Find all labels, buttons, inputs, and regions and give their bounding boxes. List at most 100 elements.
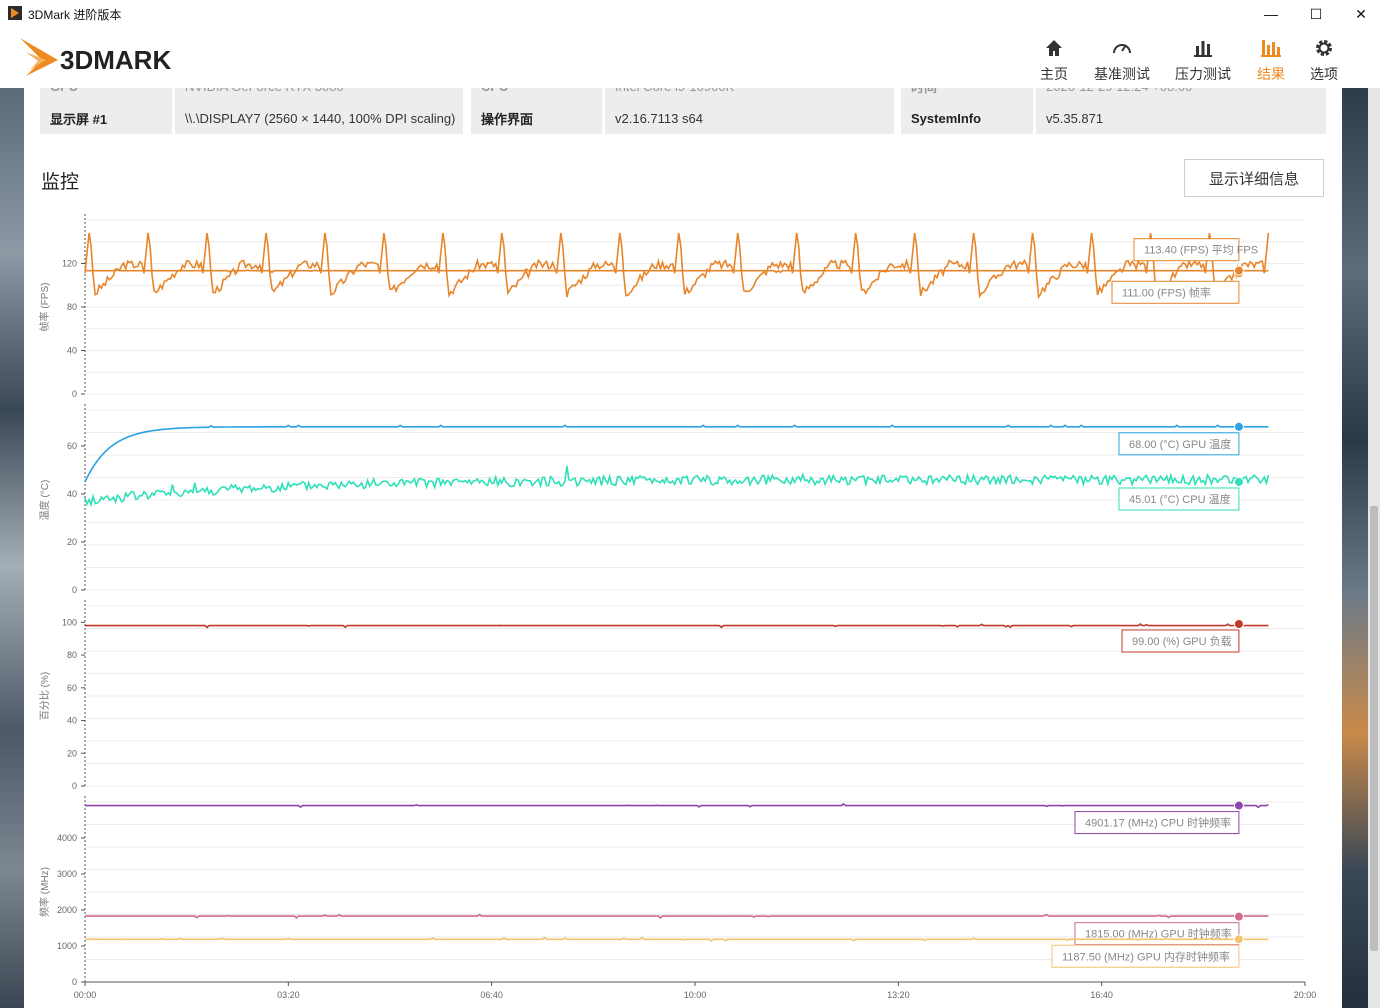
sysinfo-key-systeminfo: SystemInfo	[901, 102, 1033, 134]
series-line	[84, 232, 1270, 300]
x-tick-label: 10:00	[684, 990, 707, 1000]
series-line	[84, 424, 1269, 483]
sysinfo-value-systeminfo: v5.35.871	[1036, 102, 1326, 134]
series-value-label: 1187.50 (MHz) GPU 内存时钟频率	[1062, 949, 1230, 963]
nav-home-label: 主页	[1040, 66, 1068, 82]
series-value-box	[1133, 238, 1240, 262]
sysinfo-value-gpu: NVIDIA GeForce RTX 3080	[175, 88, 463, 102]
series-value-label: 45.01 (°C) CPU 温度	[1129, 492, 1231, 506]
y-axis-label: 帧率 (FPS)	[38, 283, 51, 332]
gear-icon	[1316, 40, 1332, 56]
y-tick-label: 60	[67, 683, 77, 693]
y-axis-label: 百分比 (%)	[39, 672, 51, 720]
series-end-marker	[1233, 911, 1244, 922]
x-tick-label: 13:20	[887, 990, 910, 1000]
title-bar: 3DMark 进阶版本 — ☐ ✕	[0, 0, 1380, 28]
series-value-box	[1118, 432, 1240, 456]
series-end-marker	[1233, 934, 1244, 945]
y-tick-label: 40	[67, 346, 77, 356]
series-value-label: 99.00 (%) GPU 负载	[1132, 634, 1232, 648]
series-end-marker	[1233, 619, 1244, 629]
series-end-marker	[1233, 421, 1244, 432]
y-tick-label: 20	[67, 748, 77, 758]
y-tick-label: 100	[62, 617, 77, 627]
x-tick-label: 00:00	[74, 990, 97, 1000]
nav-options[interactable]: 选项	[1292, 36, 1356, 86]
series-line	[85, 622, 1269, 629]
series-value-box	[1074, 811, 1240, 835]
3dmark-logo[interactable]: 3DMARK	[16, 34, 226, 80]
app-header: 3DMARK 主页 基准测试 压力测试 结果 选项	[0, 28, 1380, 88]
x-tick-label: 06:40	[480, 990, 503, 1000]
series-value-label: 113.40 (FPS) 平均 FPS	[1144, 244, 1258, 257]
y-tick-label: 20	[67, 537, 77, 547]
window-title: 3DMark 进阶版本	[28, 8, 122, 22]
show-details-button[interactable]: 显示详细信息	[1184, 159, 1324, 197]
series-line	[85, 913, 1269, 919]
sysinfo-value-time: 2020-12-29 12:24 +08:00	[1036, 88, 1326, 102]
nav-stress-tests-label: 压力测试	[1175, 66, 1231, 82]
home-icon	[1046, 40, 1062, 56]
monitoring-charts: 0 40 80 120 帧率 (FPS) 111.00 (FPS) 帧率 113.40 (F…	[38, 214, 1317, 1000]
series-value-label: 1815.00 (MHz) GPU 时钟频率	[1085, 927, 1232, 941]
y-tick-label: 3000	[57, 869, 77, 879]
nav-benchmarks[interactable]: 基准测试	[1090, 36, 1154, 86]
series-line	[85, 936, 1269, 943]
maximize-button[interactable]: ☐	[1309, 5, 1323, 22]
series-value-label: 68.00 (°C) GPU 温度	[1129, 437, 1231, 451]
nav-benchmarks-label: 基准测试	[1094, 66, 1150, 82]
nav-home[interactable]: 主页	[1022, 36, 1086, 86]
sysinfo-key-time: 时间	[901, 88, 1033, 102]
series-end-marker	[1233, 476, 1244, 487]
sysinfo-key-cpu: CPU	[471, 88, 602, 102]
y-tick-label: 40	[67, 716, 77, 726]
logo-arrow-highlight-icon	[26, 52, 46, 70]
y-axis-label: 频率 (MHz)	[38, 867, 51, 917]
sysinfo-value-interface: v2.16.7113 s64	[605, 102, 894, 134]
y-tick-label: 2000	[57, 905, 77, 915]
sysinfo-value-display: \\.\DISPLAY7 (2560 × 1440, 100% DPI scal…	[175, 102, 463, 134]
y-tick-label: 0	[72, 781, 77, 791]
y-tick-label: 0	[72, 977, 77, 987]
sysinfo-key-display: 显示屏 #1	[40, 102, 172, 134]
x-tick-label: 16:40	[1090, 990, 1113, 1000]
series-value-label: 4901.17 (MHz) CPU 时钟频率	[1085, 816, 1231, 830]
y-tick-label: 80	[67, 302, 77, 312]
nav-stress-tests[interactable]: 压力测试	[1171, 36, 1235, 86]
y-tick-label: 80	[67, 650, 77, 660]
y-axis-label: 温度 (°C)	[38, 480, 51, 521]
results-icon	[1261, 40, 1281, 57]
speedometer-icon	[1113, 44, 1131, 54]
logo-text: 3DMARK	[60, 45, 171, 75]
sysinfo-value-cpu: Intel Core i9-10900K	[605, 88, 894, 102]
app-icon	[8, 6, 22, 20]
series-line	[85, 802, 1269, 809]
y-tick-label: 4000	[57, 833, 77, 843]
nav-results[interactable]: 结果	[1239, 36, 1303, 86]
x-tick-label: 20:00	[1294, 990, 1317, 1000]
monitoring-title: 监控	[41, 172, 80, 193]
nav-results-label: 结果	[1257, 66, 1285, 82]
y-tick-label: 0	[72, 585, 77, 595]
y-tick-label: 0	[72, 389, 77, 399]
scrollbar-thumb[interactable]	[1370, 506, 1378, 951]
series-value-box	[1121, 629, 1240, 653]
close-button[interactable]: ✕	[1355, 5, 1367, 22]
minimize-button[interactable]: —	[1264, 6, 1278, 22]
sysinfo-key-interface: 操作界面	[471, 102, 602, 134]
x-tick-label: 03:20	[277, 990, 300, 1000]
results-content: GPU NVIDIA GeForce RTX 3080 CPU Intel Co…	[24, 88, 1342, 1008]
series-value-box	[1051, 944, 1240, 968]
y-tick-label: 120	[62, 259, 77, 269]
logo-arrow-icon	[20, 38, 58, 76]
series-end-marker	[1233, 265, 1244, 276]
series-value-label: 111.00 (FPS) 帧率	[1122, 285, 1211, 299]
background-art-left	[0, 88, 24, 1008]
series-value-box	[1118, 487, 1240, 511]
series-end-marker	[1233, 800, 1244, 811]
nav-options-label: 选项	[1310, 66, 1338, 82]
y-tick-label: 60	[67, 441, 77, 451]
y-tick-label: 40	[67, 489, 77, 499]
sysinfo-key-gpu: GPU	[40, 88, 172, 102]
series-line	[85, 267, 1269, 274]
